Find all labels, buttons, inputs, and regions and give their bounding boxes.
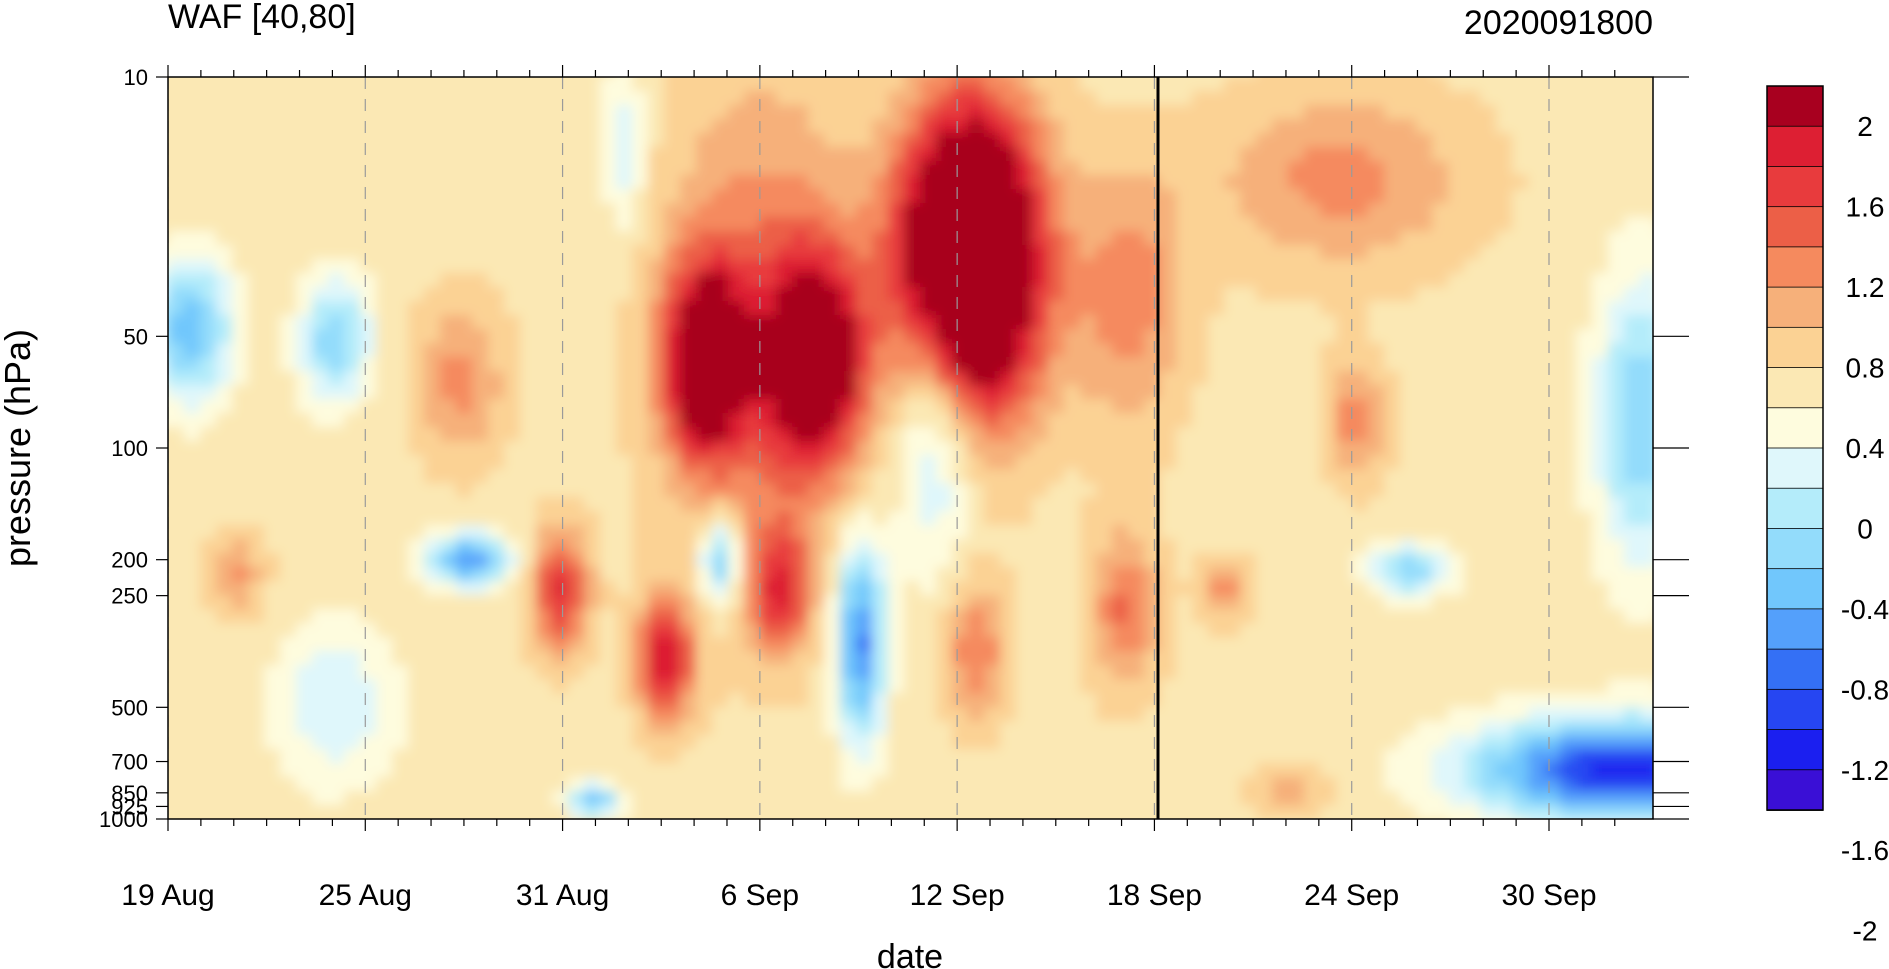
plot-area: [167, 76, 1654, 820]
colorbar-tick-label: 2: [1857, 111, 1873, 142]
colorbar-swatch: [1766, 326, 1824, 369]
y-axis-label: pressure (hPa): [0, 329, 38, 567]
y-tick-label: 250: [111, 584, 148, 609]
y-tick-label: 200: [111, 548, 148, 573]
colorbar-swatch: [1766, 729, 1824, 771]
y-tick-label: 850: [111, 781, 148, 806]
colorbar-tick-label: -1.6: [1841, 835, 1889, 866]
y-tick-label: 100: [111, 436, 148, 461]
grid-lines: [168, 77, 1550, 819]
x-tick-label: 25 Aug: [319, 879, 412, 912]
colorbar-swatch: [1766, 166, 1824, 208]
y-tick-label: 925: [111, 794, 148, 819]
chart-date-stamp: 2020091800: [1464, 4, 1653, 42]
colorbar-swatch: [1766, 206, 1824, 248]
colorbar-tick-label: 0: [1857, 513, 1873, 544]
y-tick-label: 50: [124, 324, 148, 349]
colorbar-tick-label: 1.2: [1846, 272, 1885, 303]
colorbar-swatch: [1766, 286, 1824, 329]
colorbar-swatch: [1766, 568, 1824, 610]
colorbar-tick-label: 0.4: [1846, 433, 1885, 464]
x-tick-label: 30 Sep: [1501, 879, 1596, 912]
x-tick-label: 19 Aug: [121, 879, 214, 912]
colorbar-frame: [1766, 85, 1824, 811]
heatmap-cells: [168, 77, 1653, 819]
x-tick-label: 18 Sep: [1107, 879, 1202, 912]
y-tick-label: 500: [111, 695, 148, 720]
colorbar-swatch: [1766, 246, 1824, 289]
colorbar-tick-label: -2: [1853, 916, 1878, 947]
colorbar-swatch: [1766, 528, 1824, 570]
y-tick-label: 1000: [99, 807, 148, 832]
colorbar-swatch: [1766, 608, 1824, 651]
x-tick-label: 6 Sep: [721, 879, 799, 912]
colorbar-swatch: [1766, 85, 1824, 128]
colorbar-tick-label: 0.8: [1846, 353, 1885, 384]
colorbar: 2 1.6 1.2 0.8 0.4 0 -0.4 -0.8 -1.2 -1.6 -2: [1766, 85, 1889, 947]
colorbar-swatch: [1766, 769, 1824, 811]
colorbar-tick-label: -0.8: [1841, 674, 1889, 705]
y-tick-label: 10: [124, 65, 148, 90]
colorbar-swatch: [1766, 125, 1824, 168]
x-tick-label: 12 Sep: [910, 879, 1005, 912]
colorbar-swatch: [1766, 407, 1824, 449]
colorbar-swatch: [1766, 688, 1824, 731]
chart-title: WAF [40,80]: [168, 0, 356, 36]
y-tick-label: 700: [111, 750, 148, 775]
x-axis: 19 Aug 25 Aug 31 Aug 6 Sep 12 Sep 18 Sep 24 Se…: [121, 65, 1616, 912]
colorbar-tick-label: -0.4: [1841, 594, 1889, 625]
colorbar-swatch: [1766, 487, 1824, 530]
heatmap-field: [168, 77, 1653, 819]
x-tick-label: 24 Sep: [1304, 879, 1399, 912]
colorbar-tick-label: 1.6: [1846, 192, 1885, 223]
colorbar-swatch: [1766, 447, 1824, 490]
x-tick-label: 31 Aug: [516, 879, 609, 912]
colorbar-swatch: [1766, 367, 1824, 409]
colorbar-tick-label: -1.2: [1841, 755, 1889, 786]
x-axis-label: date: [877, 938, 943, 969]
colorbar-swatch: [1766, 648, 1824, 691]
